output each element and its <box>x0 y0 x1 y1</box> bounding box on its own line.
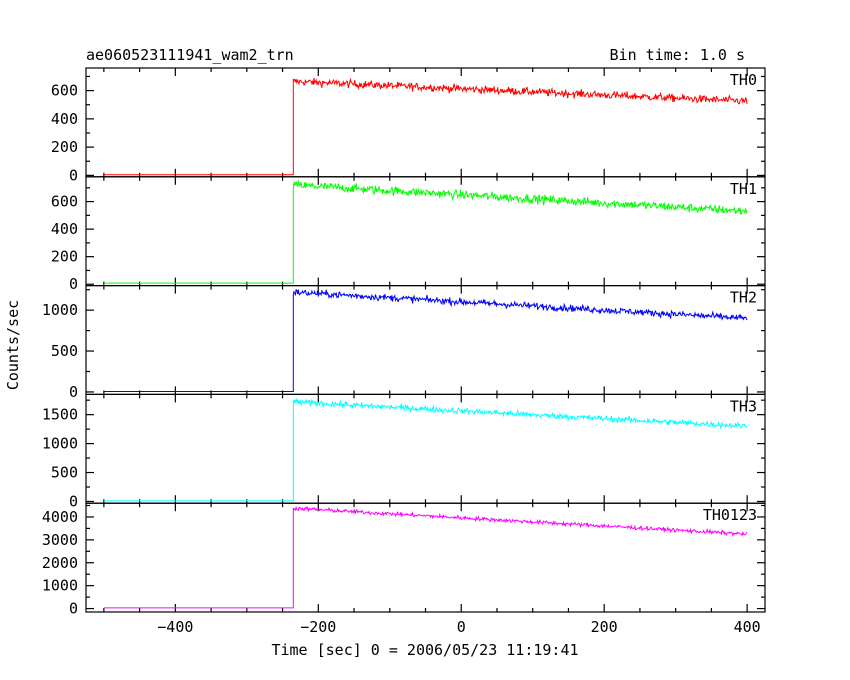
y-tick-label: 0 <box>69 383 78 401</box>
panels-group: 0 200 400 600 TH0 0 200 400 600 TH1 0 500 1000 TH2 0 50… <box>42 67 766 636</box>
panel-label-th0123: TH0123 <box>703 506 757 524</box>
y-tick-label: 0 <box>69 275 78 293</box>
x-tick-label: 400 <box>734 618 761 636</box>
panel-label-th2: TH2 <box>730 289 757 307</box>
x-tick-label: −400 <box>157 618 193 636</box>
panel-frame-th3 <box>85 393 766 504</box>
x-tick-label: 200 <box>591 618 618 636</box>
y-tick-label: 500 <box>51 464 78 482</box>
y-tick-label: 4000 <box>42 508 78 526</box>
y-tick-label: 0 <box>69 492 78 510</box>
y-axis-label: Counts/sec <box>4 300 22 390</box>
panel-label-th3: TH3 <box>730 397 757 415</box>
series-line-th0123 <box>103 505 748 609</box>
y-tick-label: 400 <box>51 110 78 128</box>
y-tick-label: 3000 <box>42 531 78 549</box>
y-tick-label: 600 <box>51 82 78 100</box>
series-line-th3 <box>103 397 748 502</box>
y-tick-label: 600 <box>51 193 78 211</box>
series-line-th2 <box>103 288 748 392</box>
panel-label-th1: TH1 <box>730 180 757 198</box>
series-line-th1 <box>103 179 748 284</box>
y-tick-label: 0 <box>69 166 78 184</box>
y-tick-label: 500 <box>51 342 78 360</box>
panel-frame-th2 <box>85 285 766 396</box>
panel-frame-th0123 <box>85 502 766 613</box>
panel-label-th0: TH0 <box>730 71 757 89</box>
x-tick-label: 0 <box>457 618 466 636</box>
bin-time-label: Bin time: 1.0 s <box>610 46 745 64</box>
y-tick-label: 2000 <box>42 554 78 572</box>
y-tick-label: 200 <box>51 248 78 266</box>
x-axis-label: Time [sec] 0 = 2006/05/23 11:19:41 <box>271 641 578 659</box>
series-line-th0 <box>103 77 748 176</box>
chart-title: ae060523111941_wam2_trn <box>86 46 294 64</box>
y-tick-label: 1500 <box>42 406 78 424</box>
y-tick-label: 0 <box>69 600 78 618</box>
y-tick-label: 400 <box>51 220 78 238</box>
y-tick-label: 200 <box>51 138 78 156</box>
panel-frame-th0 <box>85 67 766 178</box>
y-tick-label: 1000 <box>42 435 78 453</box>
y-tick-label: 1000 <box>42 577 78 595</box>
x-tick-label: −200 <box>300 618 336 636</box>
y-tick-label: 1000 <box>42 301 78 319</box>
